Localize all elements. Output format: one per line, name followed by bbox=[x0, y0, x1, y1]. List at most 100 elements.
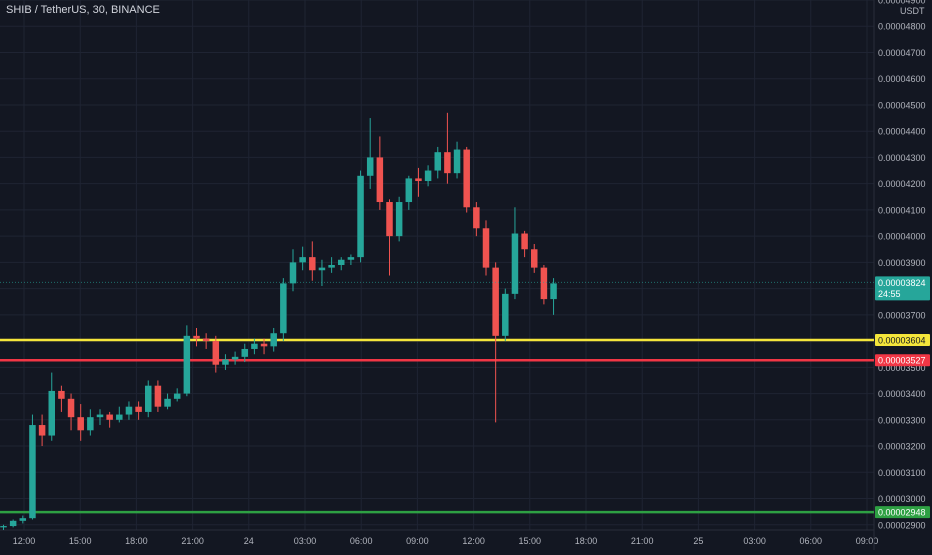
x-tick-label: 15:00 bbox=[69, 536, 92, 546]
candle-body bbox=[415, 178, 422, 182]
x-tick-label: 09:00 bbox=[406, 536, 429, 546]
candle-body bbox=[9, 520, 17, 527]
x-tick-label: 09:00 bbox=[856, 536, 879, 546]
candle-body bbox=[444, 152, 451, 174]
candle-body bbox=[183, 335, 191, 394]
y-tick-label: 0.00004700 bbox=[878, 48, 926, 58]
x-tick-label: 03:00 bbox=[743, 536, 766, 546]
candle-body bbox=[289, 262, 297, 284]
y-tick-label: 0.00003900 bbox=[878, 258, 926, 268]
candle-body bbox=[48, 390, 55, 436]
level-price-label: 0.00003604 bbox=[878, 336, 926, 346]
candle-body bbox=[521, 233, 528, 250]
candle-body bbox=[145, 385, 152, 412]
candle-body bbox=[251, 343, 258, 349]
candle-body bbox=[309, 257, 316, 271]
candle-body bbox=[173, 393, 181, 399]
y-tick-label: 0.00002900 bbox=[878, 520, 926, 530]
y-tick-label: 0.00003500 bbox=[878, 363, 926, 373]
candle-body bbox=[473, 207, 480, 229]
candle-body bbox=[376, 157, 384, 203]
x-tick-label: 06:00 bbox=[350, 536, 373, 546]
y-tick-label: 0.00004200 bbox=[878, 179, 926, 189]
x-tick-label: 18:00 bbox=[125, 536, 148, 546]
level-price-badge bbox=[875, 506, 930, 519]
candle-body bbox=[386, 202, 393, 237]
candle-body bbox=[164, 398, 171, 407]
candle-body bbox=[395, 202, 403, 237]
x-tick-label: 18:00 bbox=[575, 536, 598, 546]
candle-body bbox=[260, 343, 268, 347]
candle-body bbox=[58, 390, 65, 399]
candle-body bbox=[241, 348, 248, 357]
x-tick-label: 12:00 bbox=[13, 536, 36, 546]
level-price-label: 0.00003527 bbox=[878, 356, 926, 366]
candle-body bbox=[511, 233, 519, 294]
candle-body bbox=[222, 359, 229, 365]
x-tick-label: 06:00 bbox=[800, 536, 823, 546]
last-price-badge bbox=[875, 276, 930, 301]
candle-body bbox=[135, 406, 142, 412]
candle-body bbox=[531, 249, 538, 268]
candle-body bbox=[38, 425, 46, 436]
y-tick-label: 0.00004000 bbox=[878, 232, 926, 242]
candle-body bbox=[424, 170, 432, 182]
candle-body bbox=[434, 152, 441, 171]
candle-body bbox=[270, 333, 277, 347]
candle-body bbox=[67, 398, 75, 418]
y-tick-label: 0.00004300 bbox=[878, 153, 926, 163]
currency-label: USDT bbox=[900, 6, 925, 16]
y-tick-label: 0.00004400 bbox=[878, 127, 926, 137]
y-tick-label: 0.00004500 bbox=[878, 100, 926, 110]
candle-body bbox=[318, 267, 326, 271]
candle-body bbox=[77, 417, 84, 431]
candle-body bbox=[366, 157, 374, 176]
y-tick-label: 0.00003400 bbox=[878, 389, 926, 399]
candle-body bbox=[154, 385, 162, 407]
candle-body bbox=[280, 283, 287, 334]
candle-body bbox=[482, 228, 490, 268]
x-tick-label: 21:00 bbox=[631, 536, 654, 546]
candle-body bbox=[299, 257, 306, 263]
candle-body bbox=[87, 417, 94, 431]
x-tick-label: 12:00 bbox=[462, 536, 485, 546]
candle-body bbox=[96, 414, 104, 418]
candle-body bbox=[492, 267, 499, 336]
candle-body bbox=[125, 406, 133, 415]
candle-body bbox=[550, 283, 557, 300]
candle-body bbox=[453, 149, 461, 174]
y-tick-label: 0.00003700 bbox=[878, 310, 926, 320]
candle-body bbox=[338, 259, 345, 265]
candle-body bbox=[116, 414, 123, 420]
x-tick-label: 21:00 bbox=[181, 536, 204, 546]
candle-body bbox=[212, 341, 220, 365]
y-tick-label: 0.00004800 bbox=[878, 22, 926, 32]
candle-body bbox=[29, 425, 36, 519]
x-tick-label: 15:00 bbox=[519, 536, 542, 546]
candle-body bbox=[405, 178, 413, 203]
y-tick-label: 0.00003200 bbox=[878, 442, 926, 452]
candle-body bbox=[0, 526, 7, 528]
y-tick-label: 0.00004100 bbox=[878, 205, 926, 215]
y-tick-label: 0.00004600 bbox=[878, 74, 926, 84]
x-tick-label: 25 bbox=[693, 536, 703, 546]
level-price-badge bbox=[875, 334, 930, 347]
y-tick-label: 0.00003100 bbox=[878, 468, 926, 478]
x-tick-label: 03:00 bbox=[294, 536, 317, 546]
candle-body bbox=[347, 257, 355, 260]
y-tick-label: 0.00004900 bbox=[878, 0, 926, 6]
candle-body bbox=[231, 356, 239, 360]
symbol-title: SHIB / TetherUS, 30, BINANCE bbox=[6, 4, 160, 16]
level-price-label: 0.00002948 bbox=[878, 508, 926, 518]
candle-body bbox=[19, 518, 27, 521]
candle-body bbox=[357, 175, 364, 258]
candle-body bbox=[463, 149, 470, 208]
candle-body bbox=[540, 267, 548, 300]
candle-body bbox=[202, 338, 210, 342]
y-tick-label: 0.00003000 bbox=[878, 494, 926, 504]
x-tick-label: 24 bbox=[244, 536, 254, 546]
y-tick-label: 0.00003300 bbox=[878, 415, 926, 425]
